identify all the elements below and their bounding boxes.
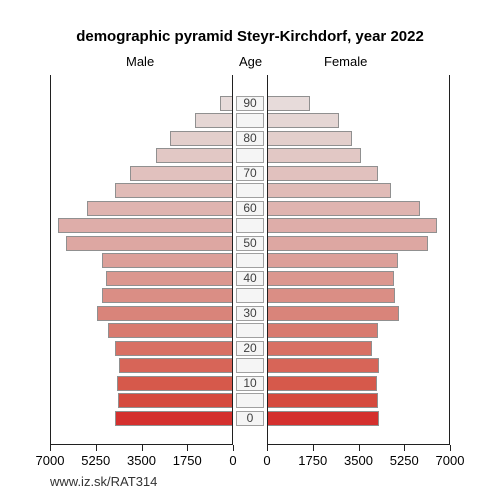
age-label-box: 40	[236, 271, 264, 286]
age-label-box	[236, 253, 264, 268]
age-label-box: 0	[236, 411, 264, 426]
source-footer: www.iz.sk/RAT314	[50, 474, 157, 489]
x-tick	[50, 445, 51, 451]
male-half	[50, 75, 233, 445]
male-bar	[115, 411, 233, 426]
x-tick	[359, 445, 360, 451]
female-bar	[267, 288, 395, 303]
age-label-box	[236, 148, 264, 163]
age-label-box: 60	[236, 201, 264, 216]
female-bar	[267, 323, 378, 338]
female-bar	[267, 271, 394, 286]
female-bar	[267, 341, 372, 356]
female-bar	[267, 358, 379, 373]
age-label-box	[236, 183, 264, 198]
male-bar	[156, 148, 233, 163]
x-tick-label: 5250	[81, 453, 110, 468]
female-bar	[267, 411, 379, 426]
male-bar	[108, 323, 233, 338]
male-bar	[115, 341, 233, 356]
male-bar	[195, 113, 233, 128]
age-label-box	[236, 323, 264, 338]
female-bar	[267, 183, 391, 198]
male-header-label: Male	[126, 54, 154, 69]
female-bar	[267, 376, 377, 391]
male-bar	[117, 376, 233, 391]
x-tick-label: 1750	[298, 453, 327, 468]
age-label-box	[236, 393, 264, 408]
female-bar	[267, 148, 361, 163]
x-tick-label: 7000	[36, 453, 65, 468]
age-label-box: 90	[236, 96, 264, 111]
male-bar	[102, 253, 233, 268]
female-bar	[267, 166, 378, 181]
male-bar	[106, 271, 233, 286]
chart-title: demographic pyramid Steyr-Kirchdorf, yea…	[0, 28, 500, 45]
x-tick-label: 1750	[173, 453, 202, 468]
x-tick	[233, 445, 234, 451]
age-label-box: 30	[236, 306, 264, 321]
age-label-box: 10	[236, 376, 264, 391]
x-tick-label: 0	[263, 453, 270, 468]
x-tick	[267, 445, 268, 451]
female-bar	[267, 218, 437, 233]
x-tick-label: 3500	[127, 453, 156, 468]
age-column: 90 80 70 60 50 40 30 20 10 0	[233, 75, 267, 445]
male-bar	[102, 288, 233, 303]
male-bar	[130, 166, 233, 181]
age-label-box: 50	[236, 236, 264, 251]
x-tick	[450, 445, 451, 451]
age-label-box	[236, 218, 264, 233]
x-tick-label: 5250	[390, 453, 419, 468]
female-bar	[267, 306, 399, 321]
male-bar	[118, 393, 233, 408]
x-tick	[313, 445, 314, 451]
female-bar	[267, 236, 428, 251]
female-bar	[267, 201, 420, 216]
female-bar	[267, 113, 339, 128]
female-bar	[267, 393, 378, 408]
x-tick-label: 3500	[344, 453, 373, 468]
age-label-box: 20	[236, 341, 264, 356]
age-label-box: 70	[236, 166, 264, 181]
age-label-box	[236, 358, 264, 373]
female-bar	[267, 253, 398, 268]
x-tick-label: 7000	[436, 453, 465, 468]
x-tick	[404, 445, 405, 451]
pyramid-chart: 9080706050403020100 00175017503500350052…	[50, 75, 450, 445]
x-tick	[142, 445, 143, 451]
x-tick	[187, 445, 188, 451]
x-tick-label: 0	[229, 453, 236, 468]
age-label-box	[236, 113, 264, 128]
male-bar	[87, 201, 233, 216]
male-bar	[119, 358, 233, 373]
male-bar	[66, 236, 233, 251]
female-bar	[267, 96, 310, 111]
male-bar	[97, 306, 233, 321]
male-bar	[170, 131, 233, 146]
male-bar	[220, 96, 233, 111]
female-header-label: Female	[324, 54, 367, 69]
age-header-label: Age	[239, 54, 262, 69]
age-label-box: 80	[236, 131, 264, 146]
x-tick	[96, 445, 97, 451]
male-bar	[58, 218, 233, 233]
female-half	[267, 75, 450, 445]
age-label-box	[236, 288, 264, 303]
male-bar	[115, 183, 233, 198]
female-bar	[267, 131, 352, 146]
